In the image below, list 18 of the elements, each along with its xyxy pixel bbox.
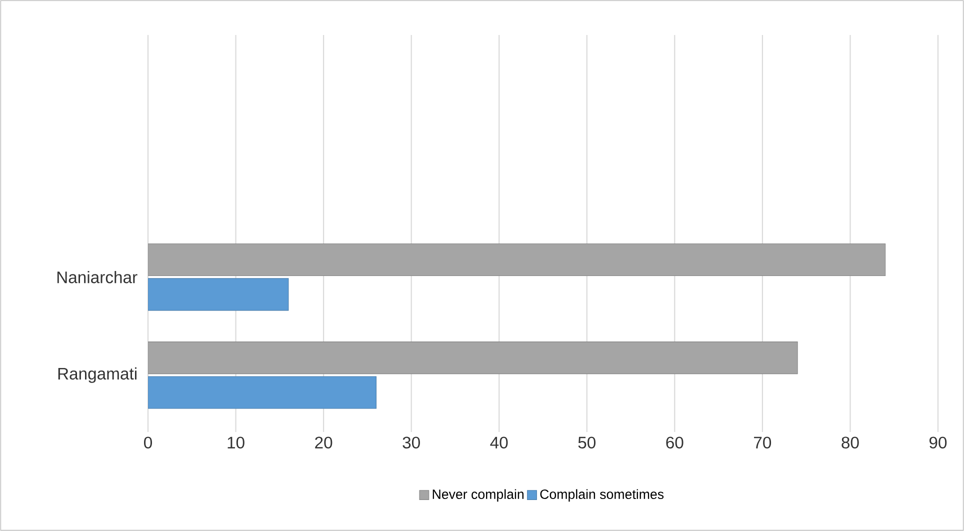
x-tick-label: 10 (228, 436, 244, 448)
bar (148, 376, 376, 409)
legend-label: Complain sometimes (540, 489, 664, 502)
y-tick-label: Rangamati (58, 367, 136, 383)
legend-label: Never complain (432, 489, 524, 502)
x-tick-label: 60 (666, 436, 684, 448)
x-tick-label: 0 (144, 436, 152, 448)
x-tick-label: 50 (578, 436, 596, 448)
bar (148, 278, 289, 311)
bar (148, 244, 886, 276)
bar (148, 342, 798, 374)
x-tick-label: 90 (929, 436, 947, 448)
x-tick-label: 30 (402, 436, 420, 448)
x-tick-label: 40 (490, 436, 508, 448)
x-tick-label: 80 (842, 436, 859, 448)
x-tick-label: 70 (754, 436, 772, 448)
x-tick-label: 20 (315, 436, 332, 448)
y-tick-label: Naniarchar (57, 270, 138, 284)
